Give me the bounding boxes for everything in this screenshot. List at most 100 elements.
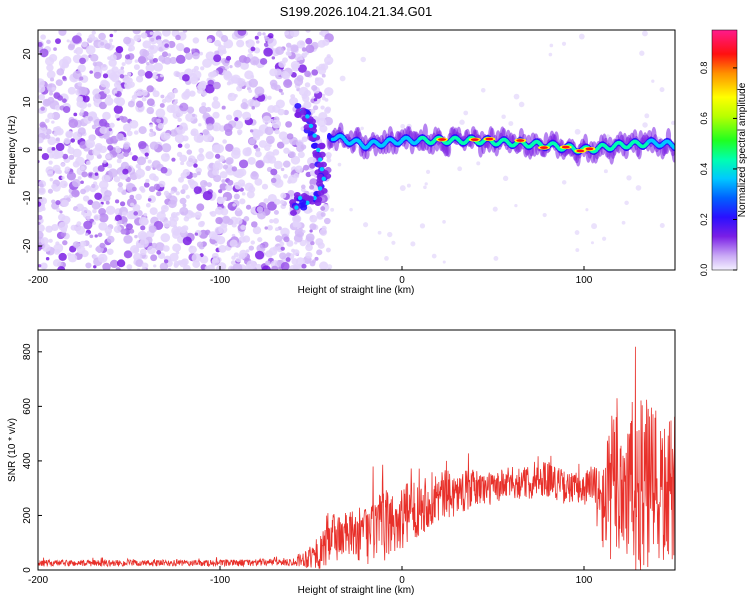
snr-series-line [38, 346, 675, 570]
spectrogram-noise-blob [58, 30, 67, 36]
spectrogram-noise-blob [300, 144, 307, 150]
spectrogram-noise-blob [244, 149, 251, 156]
spectrogram-faint-dot [410, 241, 416, 247]
spectrogram-noise-blob [61, 176, 65, 180]
spectrogram-noise-blob [326, 54, 331, 59]
spectrogram-noise-blob [141, 262, 149, 269]
spectrogram-noise-blob [146, 98, 155, 107]
spectrogram-noise-blob [280, 167, 285, 172]
spectrogram-noise-blob [202, 58, 212, 68]
spectrogram-noise-blob [45, 257, 50, 261]
spectrogram-faint-dot [387, 231, 393, 238]
spectrogram-noise-blob [213, 54, 222, 63]
spectrogram-noise-blob [127, 100, 135, 108]
spectrogram-noise-blob [232, 263, 243, 270]
colorbar-tick-label: 0.2 [699, 213, 709, 226]
snr-x-tick-label: -200 [28, 575, 48, 586]
spectrogram-noise-blob [321, 225, 327, 231]
spectrogram-noise-blob [163, 190, 170, 196]
spectrogram-noise-blob [312, 105, 319, 111]
spectrogram-noise-blob [99, 242, 106, 249]
spectrogram-noise-blob [197, 82, 207, 91]
spectrogram-noise-blob [100, 64, 108, 71]
spectrogram-noise-blob [211, 258, 220, 266]
spectrogram-noise-blob [248, 89, 253, 93]
spectrogram-noise-blob [250, 46, 256, 52]
spectrogram-noise-blob [311, 259, 316, 264]
spectrogram-noise-blob [283, 236, 290, 243]
snr-x-label: Height of straight line (km) [298, 585, 415, 596]
spectrogram-noise-blob [309, 178, 318, 187]
spectrogram-noise-blob [38, 246, 42, 251]
spectrogram-faint-dot [425, 169, 431, 174]
spectrogram-noise-blob [160, 94, 165, 99]
spectrogram-noise-blob [151, 160, 161, 169]
spectrogram-noise-blob [257, 31, 262, 37]
spectrogram-noise-blob [94, 65, 101, 72]
spectrogram-noise-blob [109, 259, 119, 269]
spectrogram-noise-blob [53, 47, 57, 51]
spectrogram-noise-blob [182, 74, 190, 82]
spectrogram-noise-blob [190, 130, 197, 136]
spectrogram-noise-blob [214, 242, 218, 247]
spectrogram-noise-blob [280, 227, 290, 237]
spectrogram-noise-blob [272, 218, 279, 224]
spectrogram-noise-blob [102, 73, 109, 79]
spectrogram-noise-blob [280, 192, 287, 199]
spectrogram-noise-blob [309, 229, 313, 233]
spectrogram-noise-blob [309, 162, 316, 169]
spectrogram-noise-blob [45, 128, 52, 135]
spectrogram-noise-blob [109, 38, 114, 43]
spectrogram-noise-blob [154, 242, 165, 252]
spectrogram-noise-blob [232, 147, 241, 156]
spectrogram-noise-blob [267, 95, 272, 100]
spectrogram-noise-blob [108, 58, 117, 67]
spectrogram-noise-blob [242, 111, 252, 121]
spectrogram-noise-blob [252, 129, 262, 138]
spectrogram-noise-blob [149, 124, 153, 128]
spectrogram-noise-blob [54, 167, 61, 174]
spectrogram-noise-blob [267, 201, 277, 211]
spectrogram-noise-blob [245, 39, 255, 49]
snr-y-label: SNR (10 * v/v) [7, 418, 18, 482]
spectrogram-noise-blob [182, 203, 187, 208]
spectrogram-noise-blob [94, 93, 101, 100]
spectrogram-noise-blob [128, 151, 133, 156]
spectrogram-noise-blob [71, 189, 80, 198]
spectrogram-x-tick-label: 100 [576, 275, 593, 286]
spectrogram-noise-blob [285, 51, 291, 56]
spectrogram-noise-blob [94, 172, 99, 176]
spectrogram-noise-blob [264, 226, 268, 230]
spectrogram-noise-blob [194, 211, 202, 219]
spectrogram-y-tick-label: 10 [22, 96, 33, 108]
spectrogram-noise-blob [44, 118, 50, 123]
spectrogram-noise-blob [237, 30, 247, 36]
spectrogram-noise-blob [193, 186, 202, 195]
spectrogram-noise-blob [175, 34, 181, 41]
spectrogram-noise-blob [224, 65, 230, 70]
spectrogram-noise-blob [47, 112, 55, 120]
spectrogram-noise-blob [55, 241, 60, 246]
spectrogram-noise-blob [45, 225, 53, 233]
spectrogram-noise-blob [88, 244, 93, 248]
spectrogram-noise-blob [72, 70, 82, 80]
spectrogram-noise-blob [76, 245, 86, 255]
spectrogram-faint-dot [642, 30, 648, 37]
spectrogram-noise-blob [222, 139, 227, 144]
spectrogram-noise-blob [214, 234, 221, 242]
spectrogram-curve-core [305, 114, 310, 119]
spectrogram-noise-blob [276, 141, 285, 149]
spectrogram-faint-dot [377, 230, 382, 235]
spectrogram-noise-blob [136, 156, 147, 166]
spectrogram-noise-blob [49, 77, 55, 82]
spectrogram-faint-dot [391, 240, 396, 245]
spectrogram-noise-blob [309, 223, 317, 230]
spectrogram-noise-blob [136, 90, 143, 97]
spectrogram-noise-blob [212, 96, 219, 102]
spectrogram-noise-blob [175, 54, 186, 64]
spectrogram-noise-blob [308, 208, 313, 213]
spectrogram-noise-blob [156, 118, 162, 124]
spectrogram-faint-dot [480, 88, 486, 93]
spectrogram-noise-blob [133, 252, 142, 262]
spectrogram-noise-blob [257, 64, 262, 69]
